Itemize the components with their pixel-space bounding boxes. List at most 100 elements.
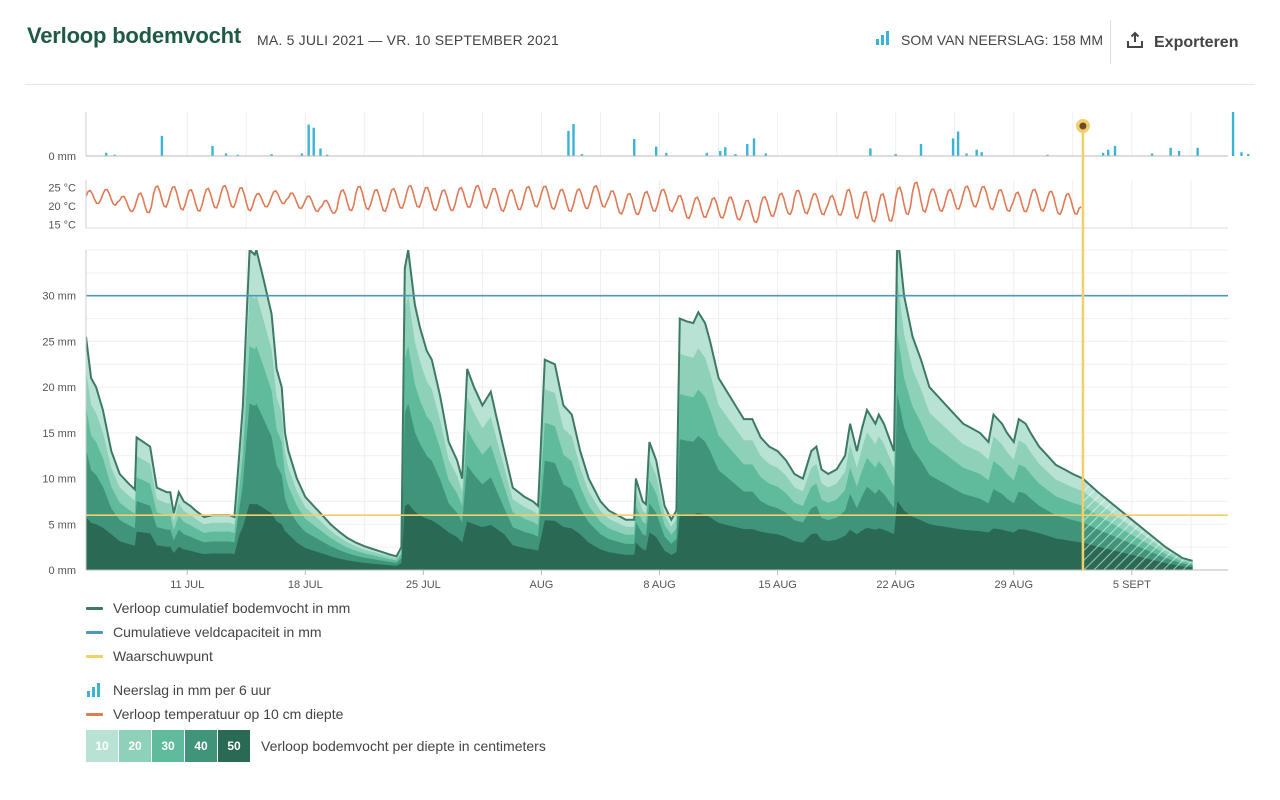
precip-bar <box>312 127 315 156</box>
depth-box-20[interactable]: 20 <box>119 730 151 762</box>
precip-bar <box>956 131 960 156</box>
precip-bar <box>326 154 329 156</box>
precip-bar <box>752 138 756 156</box>
precip-bar <box>1113 145 1117 156</box>
precip-bar <box>919 144 923 156</box>
precip-bar <box>580 154 584 156</box>
x-tick-label: 18 JUL <box>288 579 323 591</box>
export-label: Exporteren <box>1154 33 1239 51</box>
x-tick-label: 5 SEPT <box>1113 579 1151 591</box>
y-tick-label: 25 mm <box>42 336 76 348</box>
x-tick-label: 15 AUG <box>758 579 797 591</box>
y-tick-label: 10 mm <box>42 474 76 486</box>
precip-bar <box>160 135 164 156</box>
precip-bar <box>1196 147 1199 156</box>
precip-bar <box>764 153 768 156</box>
legend: Verloop cumulatief bodemvocht in mm Cumu… <box>86 596 350 726</box>
precip-bar <box>236 154 240 156</box>
bar-chart-icon <box>86 682 103 698</box>
precip-bar <box>654 146 658 156</box>
precip-bar <box>300 153 304 156</box>
x-tick-label: 25 JUL <box>406 579 441 591</box>
legend-item-cumulative[interactable]: Verloop cumulatief bodemvocht in mm <box>86 596 350 620</box>
depth-box-10[interactable]: 10 <box>86 730 118 762</box>
reference-lines <box>86 294 1228 516</box>
temp-tick-label: 20 °C <box>48 201 76 213</box>
legend-item-warning[interactable]: Waarschuwpunt <box>86 644 350 668</box>
header-divider <box>1110 20 1111 64</box>
precip-bar <box>572 123 575 156</box>
precip-bar <box>1150 153 1154 156</box>
precip-bar <box>869 148 872 156</box>
x-tick-label: AUG <box>530 579 554 591</box>
precip-bar <box>1169 147 1172 156</box>
precip-bar <box>746 144 749 156</box>
precip-bar <box>1046 154 1049 156</box>
precip-bar <box>1240 152 1243 156</box>
y-tick-label: 15 mm <box>42 428 76 440</box>
precip-bar <box>307 124 310 156</box>
export-button[interactable]: Exporteren <box>1126 31 1238 54</box>
precip-bar <box>567 130 570 156</box>
legend-label-precip: Neerslag in mm per 6 uur <box>113 682 271 698</box>
precip-bar <box>719 150 722 156</box>
depth-legend: 10 20 30 40 50 Verloop bodemvocht per di… <box>86 730 546 762</box>
y-tick-label: 30 mm <box>42 291 76 303</box>
precip-bar <box>894 154 897 156</box>
header-rule <box>25 84 1255 85</box>
x-tick-label: 11 JUL <box>170 579 204 591</box>
soil-moisture-areas <box>86 250 1193 570</box>
axes: 0 mm 25 °C 20 °C 15 °C 0 mm 5 mm 10 mm 15 mm 20 … <box>42 112 1228 591</box>
legend-item-capacity[interactable]: Cumulatieve veldcapaciteit in mm <box>86 620 350 644</box>
temp-tick-label: 25 °C <box>48 182 76 194</box>
precip-bar <box>224 153 228 156</box>
y-tick-label: 20 mm <box>42 382 76 394</box>
precip-bar <box>975 149 978 156</box>
area-depth-50 <box>86 501 1193 570</box>
precip-sum: SOM VAN NEERSLAG: 158 MM <box>875 30 1103 49</box>
current-date-marker[interactable] <box>1075 119 1090 570</box>
precip-bar <box>105 152 108 156</box>
x-tick-label: 22 AUG <box>876 579 915 591</box>
legend-label-warning: Waarschuwpunt <box>113 648 213 664</box>
legend-item-temp[interactable]: Verloop temperatuur op 10 cm diepte <box>86 702 350 726</box>
precip-sum-label: SOM VAN NEERSLAG: 158 MM <box>900 31 1103 48</box>
y-tick-label: 0 mm <box>49 565 77 577</box>
precip-bar <box>665 152 668 156</box>
depth-box-30[interactable]: 30 <box>152 730 184 762</box>
temperature-panel <box>85 181 1082 224</box>
cumulative-line <box>86 250 1193 562</box>
precipitation-panel <box>105 112 1250 156</box>
legend-swatch-temp <box>86 712 103 716</box>
precip-bar <box>1247 154 1250 156</box>
x-tick-label: 29 AUG <box>995 579 1034 591</box>
depth-box-50[interactable]: 50 <box>218 730 250 762</box>
chart-header: Verloop bodemvocht MA. 5 JULI 2021 — VR.… <box>0 0 1280 80</box>
precip-bar <box>705 152 708 156</box>
legend-swatch-capacity <box>86 630 103 634</box>
y-tick-label: 5 mm <box>49 519 77 531</box>
marker-dot <box>1079 122 1087 130</box>
precip-bar <box>1177 150 1181 156</box>
soil-moisture-chart: 0 mm 25 °C 20 °C 15 °C 0 mm 5 mm 10 mm 15 mm 20 … <box>42 112 1250 591</box>
legend-swatch-cumulative <box>86 606 103 610</box>
precip-bar <box>951 138 955 156</box>
precip-bar <box>1231 112 1235 156</box>
precip-bar <box>211 145 214 156</box>
precip-bar <box>980 152 983 156</box>
bar-chart-icon <box>875 30 891 49</box>
depth-box-40[interactable]: 40 <box>185 730 217 762</box>
date-range: MA. 5 JULI 2021 — VR. 10 SEPTEMBER 2021 <box>257 32 559 48</box>
precip-bar <box>965 153 968 156</box>
precip-bar <box>1107 149 1110 156</box>
precip-tick-label: 0 mm <box>49 151 77 163</box>
page-title: Verloop bodemvocht <box>27 23 241 48</box>
legend-label-cumulative: Verloop cumulatief bodemvocht in mm <box>113 600 351 616</box>
export-icon <box>1126 31 1144 54</box>
precip-bar <box>319 148 322 156</box>
legend-item-precip[interactable]: Neerslag in mm per 6 uur <box>86 678 350 702</box>
precip-bar <box>734 154 737 156</box>
temperature-line <box>85 181 1082 224</box>
temp-tick-label: 15 °C <box>48 219 76 231</box>
precip-bar <box>633 139 636 156</box>
